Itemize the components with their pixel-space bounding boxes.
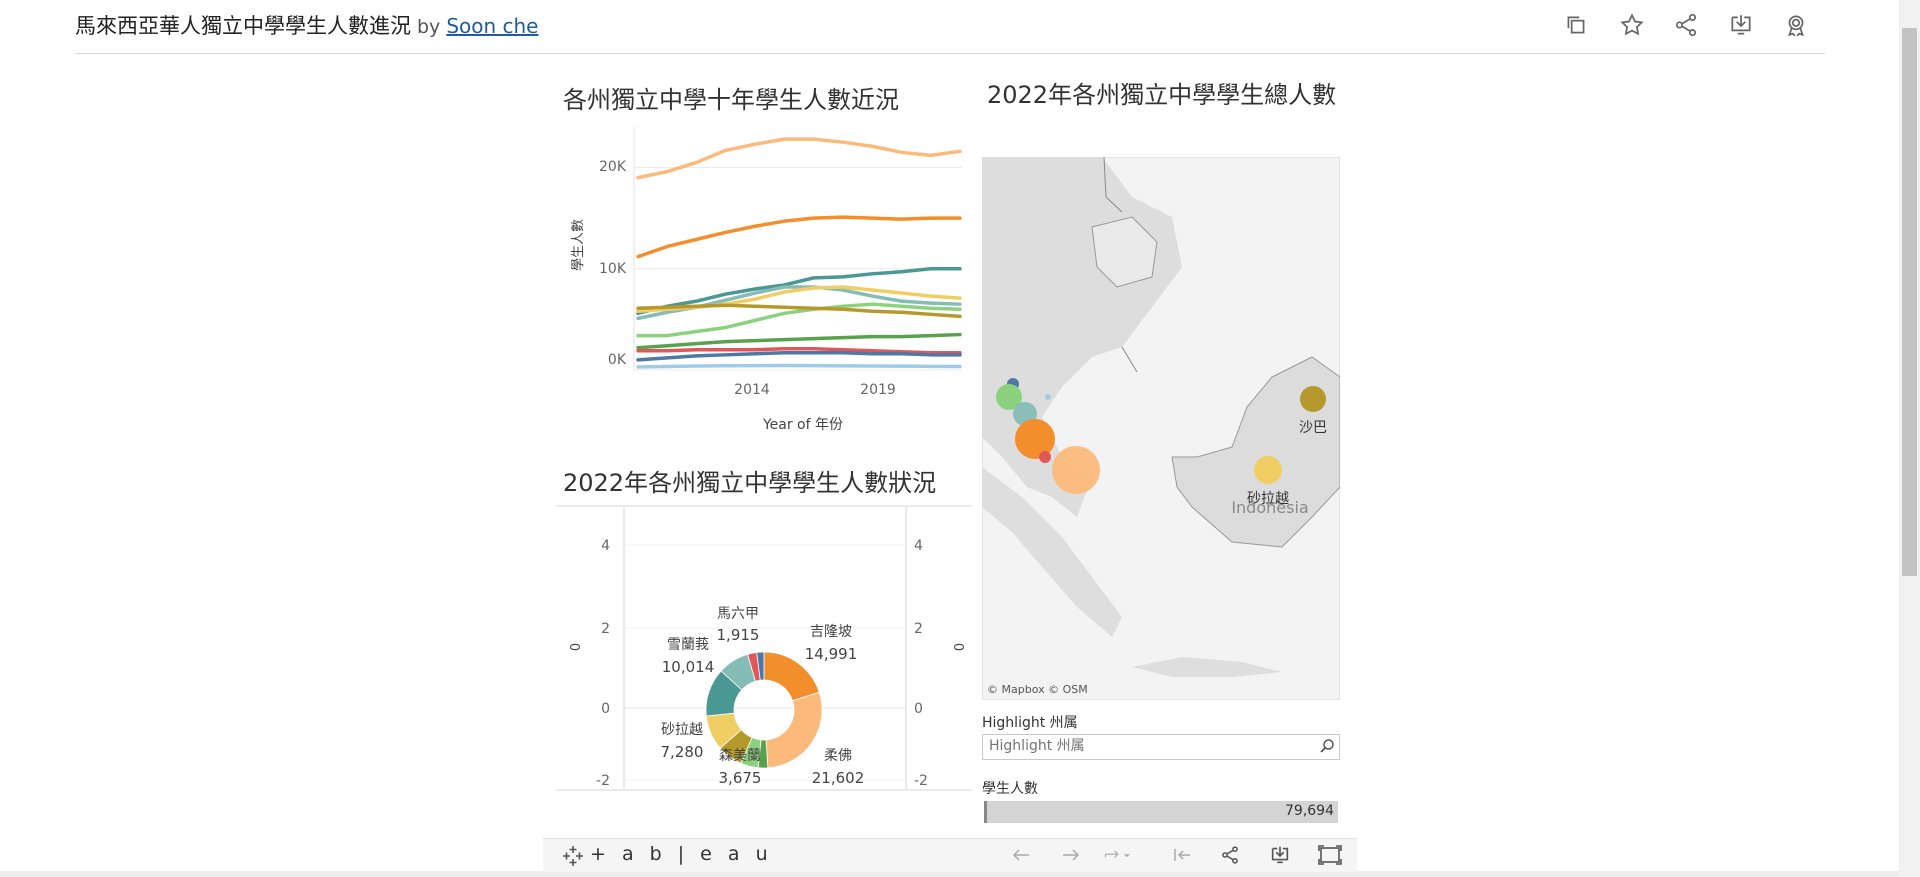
line-series-8[interactable] <box>636 332 962 350</box>
fullscreen-icon[interactable] <box>1317 843 1343 867</box>
y-tick-10k: 10K <box>599 261 627 277</box>
left-axis-title: 0 <box>569 643 584 651</box>
right-tick-neg2: -2 <box>914 773 928 789</box>
total-bar[interactable] <box>984 801 1338 823</box>
revert-icon[interactable] <box>1104 843 1130 867</box>
label-kl: 吉隆坡 <box>810 624 852 640</box>
donut-chart[interactable]: 4 2 0 -2 4 2 0 -2 0 0 馬六甲 1,915 吉隆坡 14,9… <box>556 505 972 791</box>
bottom-download-icon[interactable] <box>1267 843 1293 867</box>
left-tick-0: 0 <box>601 701 610 717</box>
search-icon[interactable] <box>1319 738 1335 754</box>
x-tick-2019: 2019 <box>860 382 896 398</box>
label-selangor: 雪蘭莪 <box>667 637 709 653</box>
map-bubble-johor[interactable] <box>1052 446 1100 494</box>
total-bar-marker <box>984 801 987 823</box>
right-axis-title: 0 <box>950 643 965 651</box>
label-johor: 柔佛 <box>824 748 852 764</box>
header-divider <box>75 53 1825 54</box>
x-tick-2014: 2014 <box>734 382 770 398</box>
line-series-6[interactable] <box>636 302 962 338</box>
line-series-9[interactable] <box>636 346 962 355</box>
map-bubble-malacca[interactable] <box>1039 451 1051 463</box>
value-johor: 21,602 <box>812 769 865 787</box>
value-negeri-sembilan: 3,675 <box>719 769 762 787</box>
line-series-11[interactable] <box>636 363 962 369</box>
highlight-search-input[interactable] <box>983 735 1295 757</box>
map-attribution[interactable]: © Mapbox © OSM <box>987 683 1088 696</box>
label-malacca: 馬六甲 <box>717 606 759 622</box>
scrollbar-thumb[interactable] <box>1902 28 1917 576</box>
map-bubble-sabah[interactable] <box>1300 386 1326 412</box>
copy-icon[interactable] <box>1561 10 1591 40</box>
map-view[interactable]: 沙巴 砂拉越 Indonesia © Mapbox © OSM <box>982 157 1340 700</box>
bottom-toolbar <box>543 838 1357 872</box>
bottom-share-icon[interactable] <box>1217 843 1243 867</box>
map-label-indonesia: Indonesia <box>1231 498 1308 517</box>
undo-icon[interactable] <box>1008 843 1034 867</box>
by-text: by <box>417 16 441 38</box>
share-icon[interactable] <box>1671 10 1701 40</box>
star-icon[interactable] <box>1617 10 1647 40</box>
y-tick-20k: 20K <box>599 159 627 175</box>
left-tick-4: 4 <box>601 538 610 554</box>
line-series-7[interactable] <box>636 303 962 319</box>
map-bubble-kl[interactable] <box>1015 419 1055 459</box>
line-series-2[interactable] <box>636 215 962 259</box>
left-tick-2: 2 <box>601 621 610 637</box>
donut-slice-10[interactable] <box>756 651 765 681</box>
title-text: 馬來西亞華人獨立中學學生人數進況 <box>75 14 411 38</box>
horizontal-scrollbar[interactable] <box>0 871 1899 877</box>
right-tick-4: 4 <box>914 538 923 554</box>
author-link[interactable]: Soon che <box>446 14 539 38</box>
total-label: 學生人數 <box>982 781 1038 797</box>
map-title: 2022年各州獨立中學學生總人數 <box>987 81 1337 109</box>
value-malacca: 1,915 <box>717 626 760 644</box>
reset-icon[interactable] <box>1169 843 1195 867</box>
workbook-title: 馬來西亞華人獨立中學學生人數進況 by Soon che <box>75 10 539 40</box>
highlight-search-box[interactable] <box>982 734 1340 760</box>
redo-icon[interactable] <box>1058 843 1084 867</box>
label-negeri-sembilan: 森美蘭 <box>719 748 761 764</box>
tableau-logo-text[interactable]: + a b | e a u <box>590 843 773 865</box>
map-bubble-perak[interactable] <box>996 384 1022 410</box>
badge-icon[interactable] <box>1781 10 1811 40</box>
total-value: 79,694 <box>1285 803 1334 819</box>
line-series-10[interactable] <box>636 351 962 362</box>
map-bubble-sarawak[interactable] <box>1254 456 1282 484</box>
line-chart-title: 各州獨立中學十年學生人數近況 <box>563 86 899 114</box>
x-axis-label: Year of 年份 <box>762 417 843 433</box>
line-series-1[interactable] <box>636 137 962 180</box>
tableau-logo-icon[interactable] <box>562 845 584 871</box>
value-selangor: 10,014 <box>662 658 715 676</box>
donut-slice-2[interactable] <box>765 691 823 769</box>
value-kl: 14,991 <box>805 645 858 663</box>
donut-chart-title: 2022年各州獨立中學學生人數狀況 <box>563 469 937 497</box>
left-tick-neg2: -2 <box>596 773 610 789</box>
value-sarawak: 7,280 <box>661 743 704 761</box>
highlight-label: Highlight 州属 <box>982 715 1078 731</box>
y-axis-label: 學生人數 <box>571 219 586 271</box>
line-chart[interactable]: 20K 10K 0K 2014 2019 Year of 年份 學生人數 <box>560 115 970 440</box>
right-tick-2: 2 <box>914 621 923 637</box>
map-label-sabah: 沙巴 <box>1299 420 1327 436</box>
right-tick-0: 0 <box>914 701 923 717</box>
map-label-sarawak: 砂拉越 <box>1247 491 1289 507</box>
line-series-3[interactable] <box>636 267 962 316</box>
y-tick-0k: 0K <box>608 352 627 368</box>
download-icon[interactable] <box>1726 10 1756 40</box>
map-bubble-penang[interactable] <box>1045 394 1051 400</box>
label-sarawak: 砂拉越 <box>661 722 703 738</box>
